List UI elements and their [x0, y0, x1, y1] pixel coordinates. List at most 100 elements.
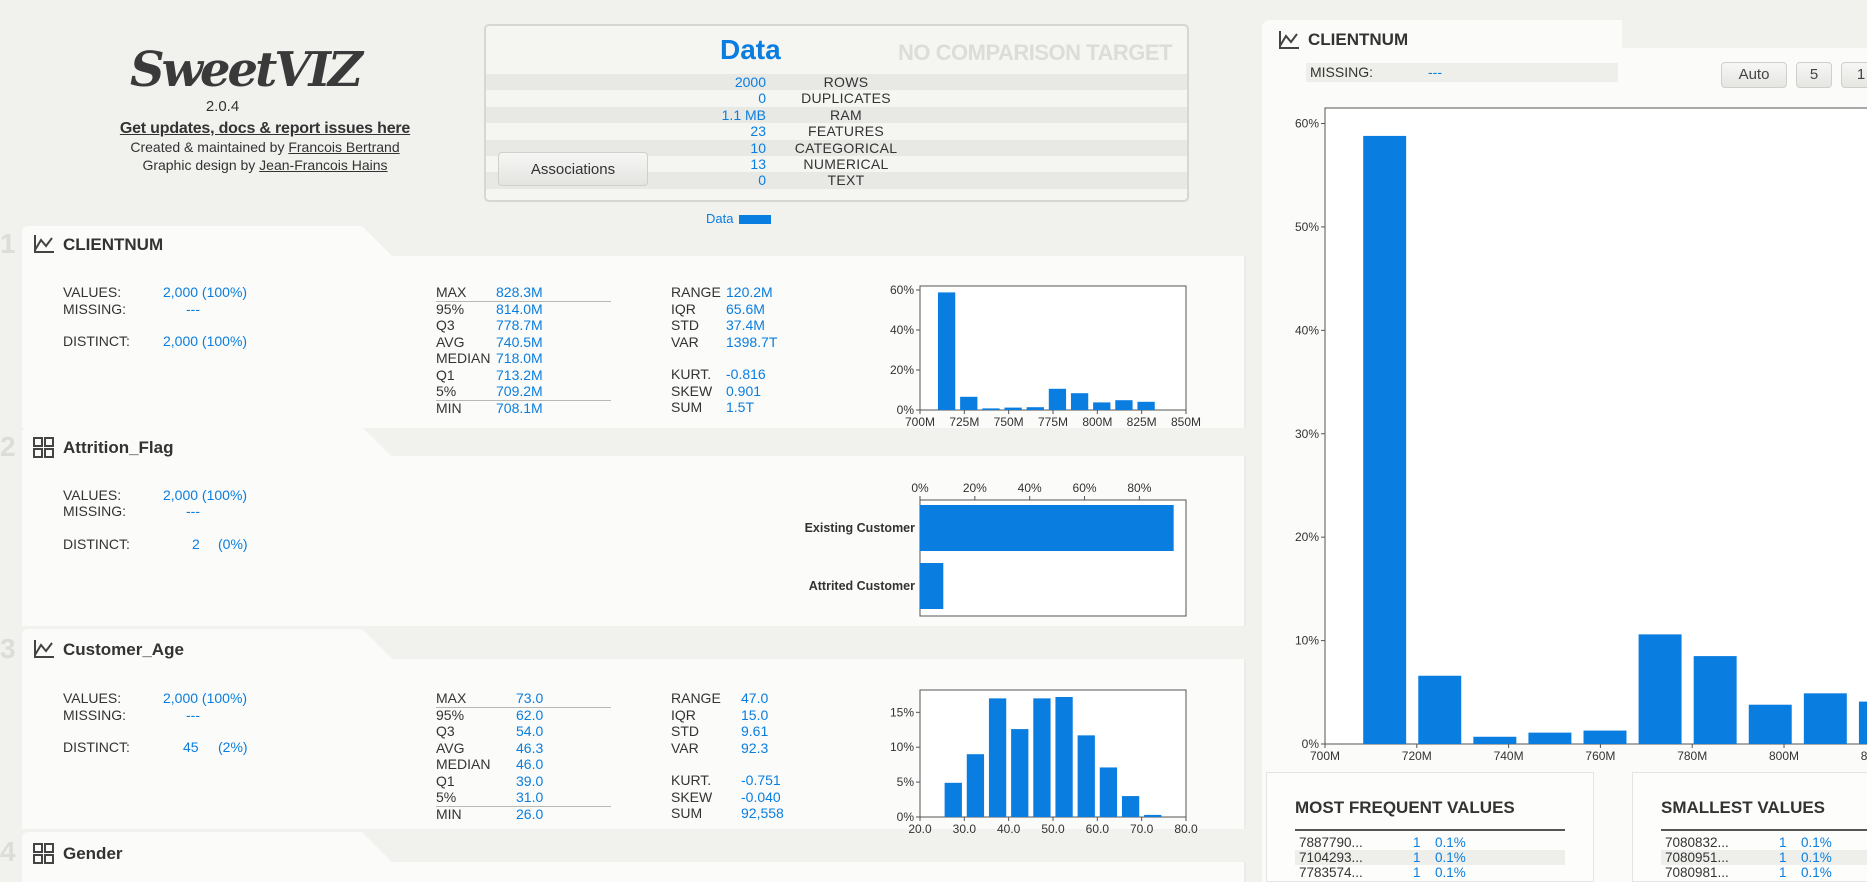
categorical-icon	[33, 843, 54, 864]
x-tick-label: 80.0	[1174, 822, 1198, 836]
x-tick-label: 80%	[1127, 481, 1151, 495]
designer-link[interactable]: Jean-Francois Hains	[259, 157, 388, 173]
dataset-summary: Data NO COMPARISON TARGET 2000 ROWS 0 DUPLI…	[484, 24, 1189, 202]
histogram-bar	[1048, 388, 1067, 410]
summary-row: 2000 ROWS	[486, 74, 1187, 91]
stat-label: KURT.	[671, 366, 712, 382]
age-quantiles: MAX 73.0 95% 62.0 Q3 54.0 AVG 46.3 MEDIAN 46.0 Q1 3…	[436, 690, 616, 830]
x-tick-label: 70.0	[1130, 822, 1154, 836]
stat-label: SUM	[671, 805, 703, 821]
summary-value: 2000	[734, 74, 766, 90]
summary-value: 13	[750, 155, 766, 172]
stat-value: 778.7M	[496, 317, 543, 333]
bins-auto-button[interactable]: Auto	[1721, 62, 1787, 88]
list-value: 7080951...	[1665, 850, 1729, 865]
stat-label: Q3	[436, 317, 455, 333]
histogram-bar	[960, 396, 978, 410]
stat-label: STD	[671, 723, 699, 739]
feature-title: Customer_Age	[63, 640, 184, 659]
histogram-bar	[1077, 735, 1095, 817]
stat-value: 39.0	[516, 772, 544, 789]
feature-title: Gender	[63, 844, 123, 863]
summary-value: 10	[750, 139, 766, 156]
most-frequent-card: MOST FREQUENT VALUES 7887790... 1 0.1% 7104…	[1266, 772, 1594, 882]
histogram-bar	[1033, 698, 1051, 817]
list-pct: 0.1%	[1435, 865, 1466, 880]
histogram-bar	[937, 292, 956, 410]
smallest-values-title: SMALLEST VALUES	[1661, 798, 1826, 817]
stat-value: 54.0	[516, 723, 544, 739]
x-tick-label: 820M	[1861, 749, 1867, 763]
comparison-target-label: NO COMPARISON TARGET	[898, 40, 1172, 65]
feature-tab-attrition-flag[interactable]	[22, 427, 394, 459]
stat-label: Q1	[436, 366, 455, 383]
stat-label: MAX	[436, 284, 467, 300]
list-item: 7080981... 1 0.1%	[1661, 865, 1867, 880]
feature-title: Attrition_Flag	[63, 438, 174, 457]
version-label: 2.0.4	[205, 98, 240, 115]
y-tick-label: 60%	[1295, 117, 1319, 131]
stat-label: MAX	[436, 690, 467, 706]
y-tick-label: 0%	[897, 810, 915, 824]
stat-value: 31.0	[516, 789, 544, 805]
y-tick-label: 0%	[1302, 737, 1320, 751]
category-bar	[920, 505, 1174, 551]
author-link[interactable]: Francois Bertrand	[288, 139, 400, 155]
bins-5-button[interactable]: 5	[1796, 62, 1832, 88]
numeric-icon	[34, 235, 54, 253]
detail-missing-value: ---	[1428, 64, 1442, 80]
stat-label: STD	[671, 317, 699, 333]
stat-label: MEDIAN	[436, 350, 491, 366]
updates-link[interactable]: Get updates, docs & report issues here	[119, 120, 411, 137]
x-tick-label: 850M	[1171, 415, 1201, 429]
list-item: 7080832... 1 0.1%	[1661, 835, 1867, 850]
histogram-bar	[944, 782, 962, 817]
histogram-bar	[1026, 407, 1044, 410]
attrition-basic: VALUES: 2,000 (100%) MISSING: --- DISTINCT…	[63, 487, 248, 552]
histogram-bar	[1803, 693, 1847, 744]
stat-label: IQR	[671, 300, 696, 317]
histogram-bar	[1055, 696, 1073, 817]
stat-label: RANGE	[671, 690, 721, 706]
summary-label: RAM	[829, 106, 862, 123]
feature-number-3: 3	[0, 633, 16, 664]
stat-label: 5%	[436, 789, 457, 805]
stat-value: -0.751	[741, 772, 781, 788]
y-tick-label: 30%	[1295, 427, 1319, 441]
histogram-bar	[1583, 730, 1627, 744]
histogram-bar	[1137, 401, 1155, 410]
histogram-bar	[1070, 393, 1089, 410]
clientnum-quantiles: MAX 828.3M 95% 814.0M Q3 778.7M AVG 740.5M MEDIA…	[436, 284, 616, 424]
bins-more-button[interactable]: 1	[1841, 62, 1867, 88]
list-value: 7080832...	[1665, 835, 1729, 850]
detail-missing-label: MISSING:	[1310, 64, 1374, 80]
histogram-bar	[1473, 736, 1517, 744]
stat-value: 713.2M	[496, 366, 543, 383]
list-value: 7080981...	[1665, 865, 1729, 880]
clientnum-histogram: 0% 20% 40% 60% 700M 725M 750M 775M 800M 825M 850M	[890, 283, 1201, 429]
x-tick-label: 40%	[1018, 481, 1042, 495]
x-tick-label: 700M	[1310, 749, 1340, 763]
plot-area	[1324, 107, 1867, 745]
x-tick-label: 60.0	[1086, 822, 1110, 836]
x-tick-label: 800M	[1082, 415, 1112, 429]
feature-tab-gender[interactable]	[22, 832, 394, 864]
summary-label: NUMERICAL	[803, 155, 889, 172]
stat-value: 46.3	[516, 739, 544, 756]
feature-number-2: 2	[0, 431, 16, 462]
feature-tab-clientnum[interactable]	[22, 226, 394, 258]
stat-value: 62.0	[516, 706, 544, 723]
logo-text: SweetVIZ	[130, 42, 363, 98]
stat-label: RANGE	[671, 284, 721, 300]
associations-button[interactable]: Associations	[498, 152, 648, 186]
feature-tab-customer-age[interactable]	[22, 629, 394, 661]
stat-label: AVG	[436, 739, 465, 756]
y-tick-label: 10%	[1295, 634, 1319, 648]
stat-label: KURT.	[671, 772, 712, 788]
summary-label: ROWS	[823, 74, 869, 90]
header-links: Get updates, docs & report issues here C…	[40, 120, 490, 174]
feature-card-gender[interactable]	[22, 862, 1246, 882]
x-tick-label: 30.0	[953, 822, 977, 836]
histogram-bar	[1748, 704, 1792, 744]
list-item: 7104293... 1 0.1%	[1295, 850, 1565, 865]
